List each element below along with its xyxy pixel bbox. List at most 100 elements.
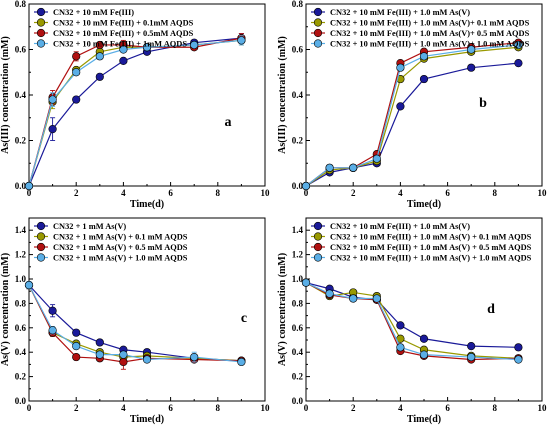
legend-entry: CN32 + 10 mM Fe(III) + 1.0 mM As(V)+ 1.0… [330, 40, 530, 49]
legend-marker [36, 39, 46, 48]
series-line [305, 42, 519, 187]
data-point [95, 40, 104, 50]
data-point [72, 68, 81, 77]
y-tick-label: 1.2 [292, 250, 304, 260]
legend-entry: CN32 + 10 mM Fe(III) + 0.1mM AQDS [53, 19, 194, 28]
series-1 [24, 33, 246, 191]
data-point [72, 52, 81, 61]
x-tick-label: 0 [304, 403, 309, 413]
data-point [119, 350, 128, 359]
data-point [72, 342, 81, 351]
data-point [372, 294, 381, 303]
data-point [301, 278, 311, 287]
legend-marker [36, 253, 46, 262]
panel-b: 0 2 4 6 8 10 0.0 0.2 0.4 0.6 0.8 Time(d) As(III) con… [277, 0, 547, 210]
x-tick-label: 8 [216, 188, 221, 198]
series-1 [301, 59, 523, 191]
legend-entry: CN32 + 10 mM Fe(III) + 1.0 mM As(V)+ 0.1… [330, 19, 530, 28]
legend-entry: CN32 + 10 mM Fe(III) + 1.0 mM As(V) + 0.… [330, 233, 532, 242]
panel-letter: b [479, 96, 487, 111]
series-2 [24, 280, 246, 365]
data-point [467, 342, 476, 351]
x-tick-label: 2 [351, 188, 356, 198]
data-point [325, 289, 334, 298]
legend-entry: CN32 + 1 mM As(V) + 0.5 mM AQDS [53, 243, 188, 252]
legend-marker [36, 232, 46, 241]
series-line [28, 37, 242, 187]
panel-d: 0 2 4 6 8 10 0.0 0.2 0.4 0.6 0.8 1.0 1.2 1.4 Time(d) As… [277, 217, 548, 425]
series-line [28, 284, 242, 363]
data-point [24, 181, 34, 191]
panel-c: 0 2 4 6 8 10 0.0 0.2 0.4 0.6 0.8 1.0 1.2 1.4 Time(d) As… [0, 217, 270, 425]
x-tick-label: 0 [304, 188, 309, 198]
series-4 [301, 40, 523, 191]
y-tick-label: 0.0 [292, 181, 304, 191]
legend-entry: CN32 + 10 mM Fe(III) + 1.0 mM As(V) [330, 8, 470, 17]
x-tick-label: 4 [398, 403, 403, 413]
legend-marker [313, 39, 323, 48]
legend-entry: CN32 + 10 mM Fe(III) + 1.0 mM As(V)+ 0.5… [330, 29, 530, 38]
series-2 [24, 35, 246, 191]
legend-marker [313, 7, 323, 17]
x-tick-label: 10 [261, 188, 271, 198]
data-point [514, 343, 523, 352]
data-point [325, 163, 334, 172]
x-tick-label: 6 [168, 403, 173, 413]
series-line [305, 282, 519, 361]
data-point [190, 40, 199, 50]
series-4 [24, 280, 246, 367]
panel-letter: c [241, 311, 247, 326]
legend-marker [313, 253, 323, 262]
legend-entry: CN32 + 1 mM As(V) + 1.0 mM AQDS [53, 254, 188, 263]
y-tick-label: 0.6 [292, 323, 304, 333]
data-point [142, 355, 152, 364]
series-line [28, 284, 242, 362]
series-line [305, 46, 519, 187]
data-point [396, 343, 405, 352]
y-tick-label: 1.2 [15, 250, 27, 260]
data-point [95, 338, 104, 347]
series-1 [24, 280, 246, 365]
series-line [28, 39, 242, 187]
data-point [119, 45, 128, 54]
data-point [48, 326, 57, 335]
legend-entry: CN32 + 10 mM Fe(III) [53, 8, 134, 17]
x-tick-label: 6 [445, 188, 450, 198]
legend-marker [36, 221, 46, 231]
y-tick-label: 1.0 [292, 274, 304, 284]
data-point [349, 294, 358, 303]
series-line [28, 39, 242, 187]
legend-entry: CN32 + 10 mM Fe(III) + 1.0 mM As(V) [330, 222, 470, 231]
x-axis-title: Time(d) [130, 199, 164, 210]
x-axis-title: Time(d) [407, 414, 441, 425]
data-point [419, 350, 429, 359]
series-line [305, 282, 519, 361]
x-tick-label: 10 [538, 403, 548, 413]
data-point [48, 306, 57, 315]
data-point [467, 45, 476, 54]
x-tick-label: 0 [27, 403, 32, 413]
y-tick-label: 0.2 [15, 136, 27, 146]
data-point [95, 350, 104, 359]
legend-marker [313, 18, 323, 27]
legend: CN32 + 10 mM Fe(III) + 1.0 mM As(V) CN32 … [311, 7, 530, 49]
data-point [467, 63, 476, 72]
y-axis-title: As(III) concentration (mM) [277, 36, 288, 154]
y-tick-label: 1.0 [15, 274, 27, 284]
x-tick-label: 8 [216, 403, 221, 413]
data-point [72, 95, 81, 104]
legend-marker [313, 242, 323, 252]
y-axis-title: As(III) concentration (mM) [0, 36, 11, 154]
legend-marker [36, 242, 46, 252]
x-tick-label: 8 [493, 188, 498, 198]
data-point [514, 59, 523, 68]
y-axis-title: As(V) concentration (mM) [0, 253, 11, 366]
y-tick-label: 0.4 [292, 90, 304, 100]
panel-letter: d [487, 302, 495, 317]
data-point [396, 102, 405, 111]
series-line [305, 282, 519, 348]
x-tick-label: 2 [74, 403, 79, 413]
legend-marker [36, 28, 46, 38]
x-tick-label: 6 [168, 188, 173, 198]
legend-entry: CN32 + 10 mM Fe(III) + 1mM AQDS [53, 40, 187, 49]
